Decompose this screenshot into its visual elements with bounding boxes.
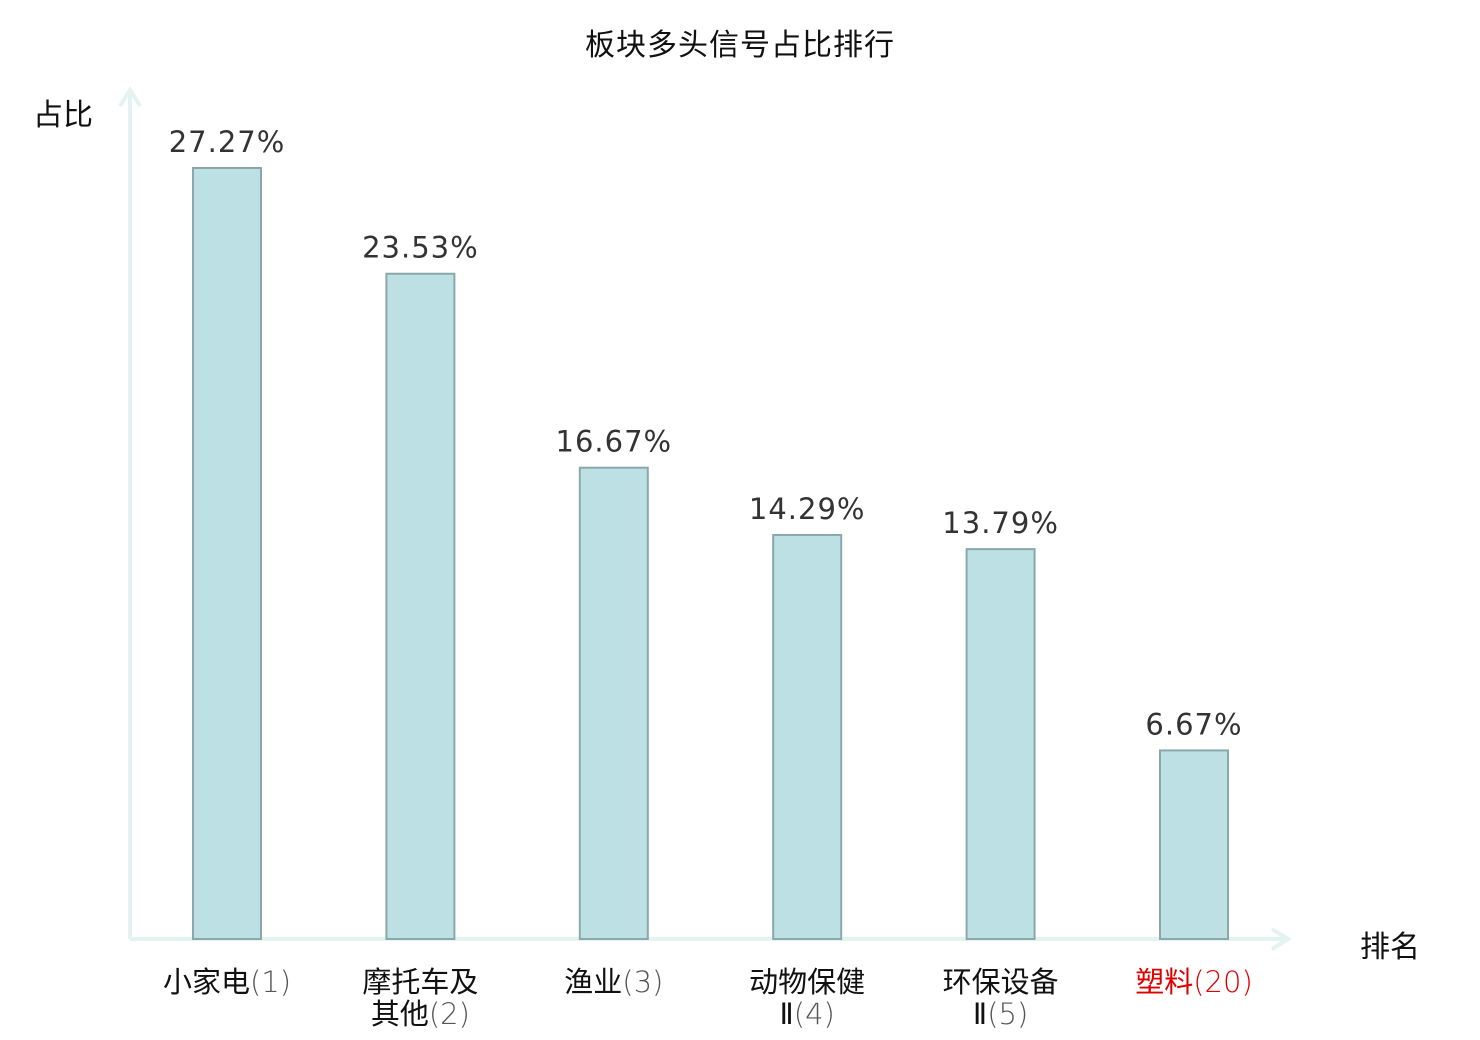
x-tick-label-rank: (1) — [249, 965, 292, 999]
bar-value-label: 14.29% — [749, 492, 866, 526]
bar-value-label: 6.67% — [1145, 707, 1242, 741]
bar — [1159, 749, 1229, 940]
x-tick-label-name: 环保设备 — [942, 965, 1059, 999]
bar-value-label: 16.67% — [556, 425, 673, 459]
x-tick-label: 动物保健 Ⅱ(4) — [722, 966, 892, 1030]
x-tick-label: 摩托车及 其他(2) — [335, 966, 505, 1030]
x-tick-label-name: 渔业 — [564, 965, 623, 999]
bar — [192, 167, 262, 940]
bar — [578, 466, 649, 940]
bar — [772, 533, 843, 941]
x-tick-label-rank: (4) — [793, 997, 835, 1031]
y-axis-arrow-icon — [118, 86, 142, 108]
x-tick-label-name: Ⅱ — [779, 997, 794, 1031]
x-tick-label: 渔业(3) — [529, 966, 699, 998]
bar — [965, 548, 1036, 941]
bars-group — [192, 167, 1229, 941]
x-tick-label-rank: (3) — [622, 965, 664, 999]
chart-title: 板块多头信号占比排行 — [585, 28, 895, 63]
x-tick-label-name: Ⅱ — [972, 997, 988, 1031]
value-labels-group: 27.27% 23.53% 16.67% 14.29% 13.79% 6.67% — [169, 125, 1242, 741]
x-tick-label-rank: (5) — [987, 997, 1029, 1031]
bar-value-label: 13.79% — [942, 506, 1059, 540]
x-tick-label-name: 摩托车及 — [362, 965, 479, 999]
x-tick-label-rank: (20) — [1193, 965, 1253, 999]
bar-value-label: 27.27% — [169, 125, 286, 159]
axes — [118, 86, 1292, 951]
x-tick-label-name: 其他 — [370, 997, 429, 1031]
x-tick-label: 环保设备 Ⅱ(5) — [916, 966, 1086, 1030]
x-tick-label: 塑料(20) — [1109, 966, 1279, 998]
x-tick-label-name: 小家电 — [162, 965, 250, 999]
x-tick-label-name: 塑料 — [1135, 965, 1194, 999]
x-tick-label-rank: (2) — [428, 997, 470, 1031]
x-tick-label-name: 动物保健 — [749, 965, 866, 999]
bar-value-label: 23.53% — [362, 231, 479, 265]
bar — [385, 272, 456, 941]
x-axis-label: 排名 — [1360, 930, 1420, 965]
x-axis-arrow-icon — [1270, 927, 1292, 951]
y-axis-label: 占比 — [33, 98, 93, 133]
x-tick-label: 小家电(1) — [142, 966, 312, 998]
